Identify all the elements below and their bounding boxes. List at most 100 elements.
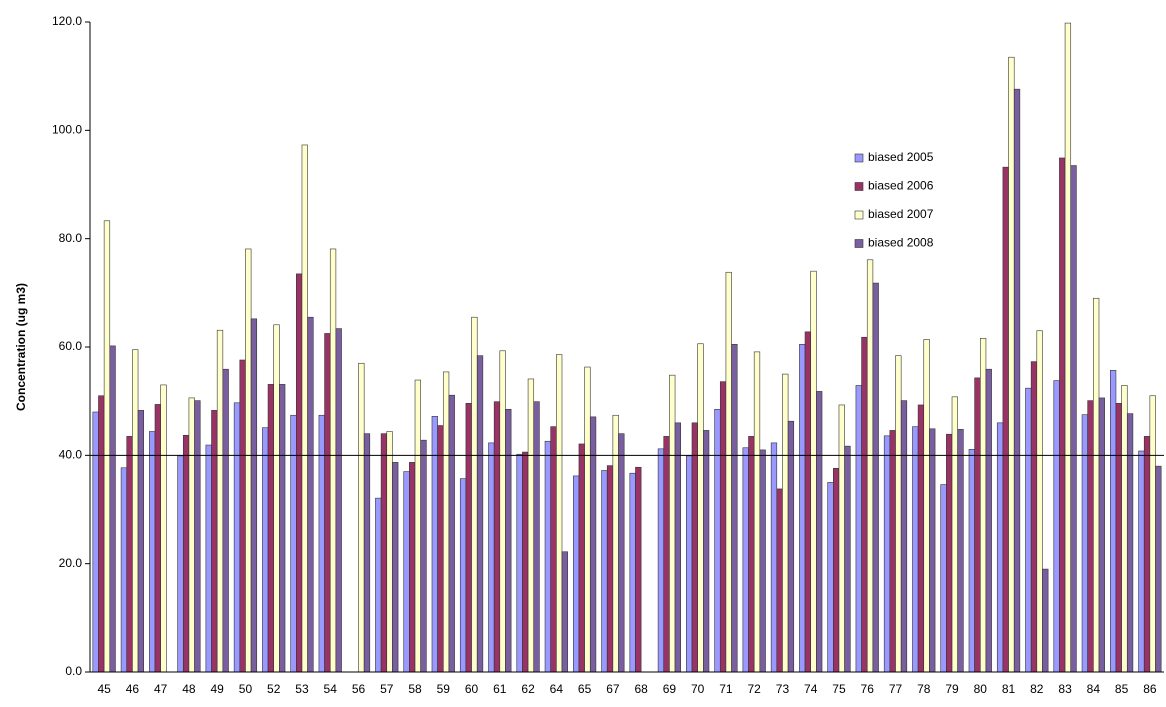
x-tick-label: 65	[578, 682, 592, 696]
bar	[375, 497, 382, 673]
bar	[1093, 297, 1100, 673]
x-tick-label: 82	[1030, 682, 1044, 696]
legend-swatch	[854, 210, 864, 220]
bar	[725, 271, 732, 673]
bar	[1030, 361, 1038, 673]
bar	[465, 403, 472, 673]
bar	[386, 431, 393, 673]
x-tick-label: 73	[776, 682, 790, 696]
x-tick-label: 49	[211, 682, 225, 696]
bar	[1059, 157, 1066, 673]
x-tick-label: 60	[465, 682, 479, 696]
bar	[799, 343, 806, 673]
bar	[329, 248, 337, 673]
bar	[561, 551, 568, 673]
y-tick-label: 20.0	[59, 556, 83, 570]
x-tick-label: 46	[126, 682, 140, 696]
bar	[996, 422, 1004, 673]
bar	[985, 368, 992, 673]
bar	[279, 384, 286, 673]
bar	[872, 282, 879, 673]
x-tick-label: 53	[295, 682, 309, 696]
bar	[787, 420, 795, 673]
x-tick-label: 79	[945, 682, 959, 696]
legend-label: biased 2008	[868, 236, 934, 250]
bar	[810, 270, 817, 673]
legend-swatch	[854, 153, 864, 163]
x-tick-label: 62	[521, 682, 535, 696]
x-tick-label: 75	[832, 682, 846, 696]
bar	[895, 355, 902, 673]
bar	[657, 448, 665, 673]
bar	[307, 316, 314, 673]
bar	[674, 422, 681, 673]
x-tick-label: 72	[748, 682, 762, 696]
bar	[731, 343, 738, 673]
bar	[380, 433, 388, 673]
y-tick-label: 120.0	[52, 14, 82, 28]
x-tick-label: 48	[182, 682, 196, 696]
bar	[493, 401, 501, 673]
bar	[753, 351, 761, 673]
y-tick-label: 80.0	[59, 231, 83, 245]
bar	[957, 429, 964, 673]
legend-label: biased 2007	[868, 207, 934, 221]
bar	[296, 273, 303, 673]
bar	[262, 427, 269, 673]
bar	[1064, 22, 1072, 673]
x-tick-label: 81	[1002, 682, 1016, 696]
bar	[572, 475, 580, 673]
bar	[250, 318, 258, 673]
x-tick-label: 64	[550, 682, 564, 696]
bar	[629, 472, 636, 673]
bar	[177, 455, 184, 673]
y-tick-label: 60.0	[59, 339, 83, 353]
bar	[1115, 403, 1122, 673]
bar	[1138, 450, 1145, 673]
bar	[1053, 380, 1060, 673]
bar	[782, 373, 789, 673]
bar	[855, 385, 862, 673]
bar	[1098, 397, 1105, 673]
bar	[527, 378, 535, 673]
bar	[363, 433, 371, 673]
y-tick-label: 100.0	[52, 123, 82, 137]
bar	[132, 349, 139, 673]
legend-swatch	[854, 182, 864, 191]
bar	[940, 484, 947, 673]
x-tick-label: 76	[861, 682, 875, 696]
bar	[635, 466, 642, 673]
bar	[742, 447, 749, 673]
bar	[403, 471, 410, 673]
bar	[776, 488, 783, 673]
bar	[437, 425, 444, 673]
bar	[1036, 330, 1043, 673]
x-tick-label: 78	[917, 682, 931, 696]
bar	[516, 453, 523, 673]
y-tick-label: 40.0	[59, 448, 83, 462]
x-tick-label: 70	[691, 682, 705, 696]
x-tick-label: 54	[324, 682, 338, 696]
bar	[719, 381, 727, 673]
bar	[1126, 413, 1134, 673]
x-tick-label: 86	[1143, 682, 1157, 696]
bar	[770, 442, 778, 673]
bar	[584, 366, 591, 673]
bar	[92, 411, 99, 673]
bar	[663, 436, 670, 673]
bar	[1025, 387, 1032, 673]
bar	[544, 440, 551, 673]
bar	[103, 220, 111, 673]
bar	[861, 336, 868, 673]
bar	[923, 339, 930, 673]
x-tick-label: 84	[1087, 682, 1101, 696]
legend-swatch	[854, 239, 864, 248]
bar	[414, 379, 421, 673]
x-tick-label: 83	[1058, 682, 1072, 696]
bar	[804, 331, 812, 673]
y-tick-label: 0.0	[65, 664, 82, 678]
bar	[601, 470, 608, 673]
bar	[216, 329, 224, 673]
bar	[669, 374, 676, 673]
